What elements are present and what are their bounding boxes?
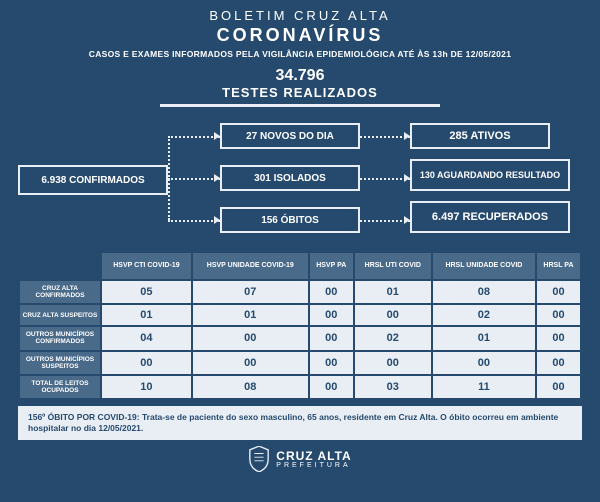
col-header: HRSL UTI COVID [355, 253, 431, 279]
tests-number: 34.796 [0, 67, 600, 85]
box-recuperados: 6.497 RECUPERADOS [410, 201, 570, 233]
bulletin-title: BOLETIM CRUZ ALTA [0, 8, 600, 23]
table-row: OUTROS MUNICÍPIOS CONFIRMADOS 04 00 00 0… [20, 327, 580, 349]
tests-box: 34.796 TESTES REALIZADOS [0, 67, 600, 107]
cell: 08 [193, 376, 308, 398]
arrow-icon [214, 174, 220, 182]
col-header: HRSL PA [537, 253, 580, 279]
cell: 01 [193, 305, 308, 325]
cell: 00 [310, 376, 353, 398]
cell: 00 [537, 305, 580, 325]
flow-diagram: 6.938 CONFIRMADOS 27 NOVOS DO DIA 301 IS… [0, 115, 600, 245]
connector [360, 220, 410, 222]
cell: 00 [310, 352, 353, 374]
table-row: CRUZ ALTA SUSPEITOS 01 01 00 00 02 00 [20, 305, 580, 325]
cell: 10 [102, 376, 191, 398]
col-header: HSVP UNIDADE COVID-19 [193, 253, 308, 279]
cell: 08 [433, 281, 535, 303]
cell: 02 [433, 305, 535, 325]
cell: 00 [537, 352, 580, 374]
cell: 01 [102, 305, 191, 325]
cell: 01 [433, 327, 535, 349]
cell: 03 [355, 376, 431, 398]
table-row: CRUZ ALTA CONFIRMADOS 05 07 00 01 08 00 [20, 281, 580, 303]
cell: 00 [310, 281, 353, 303]
cell: 00 [193, 352, 308, 374]
box-confirmados: 6.938 CONFIRMADOS [18, 165, 168, 195]
cell: 00 [355, 305, 431, 325]
box-novos: 27 NOVOS DO DIA [220, 123, 360, 149]
arrow-icon [214, 132, 220, 140]
table-header-row: HSVP CTI COVID-19 HSVP UNIDADE COVID-19 … [20, 253, 580, 279]
cell: 00 [310, 305, 353, 325]
divider [160, 104, 440, 107]
cell: 00 [537, 281, 580, 303]
box-isolados: 301 ISOLADOS [220, 165, 360, 191]
coronavirus-title: CORONAVÍRUS [0, 25, 600, 46]
cell: 00 [310, 327, 353, 349]
tests-label: TESTES REALIZADOS [0, 85, 600, 100]
footer-prefecture: PREFEITURA [276, 462, 351, 469]
box-aguardando: 130 AGUARDANDO RESULTADO [410, 159, 570, 191]
connector [168, 178, 220, 180]
cell: 11 [433, 376, 535, 398]
connector [168, 136, 220, 138]
cell: 00 [102, 352, 191, 374]
table-row: OUTROS MUNICÍPIOS SUSPEITOS 00 00 00 00 … [20, 352, 580, 374]
cell: 00 [537, 327, 580, 349]
row-header: OUTROS MUNICÍPIOS CONFIRMADOS [20, 327, 100, 349]
footer-city: CRUZ ALTA [276, 450, 351, 462]
cell: 00 [537, 376, 580, 398]
arrow-icon [404, 174, 410, 182]
cell: 05 [102, 281, 191, 303]
cell: 00 [355, 352, 431, 374]
connector [360, 136, 410, 138]
shield-icon [248, 446, 270, 472]
box-ativos: 285 ATIVOS [410, 123, 550, 149]
arrow-icon [404, 216, 410, 224]
footer-text: CRUZ ALTA PREFEITURA [276, 450, 351, 469]
footer-logo: CRUZ ALTA PREFEITURA [0, 446, 600, 472]
subtitle-date: CASOS E EXAMES INFORMADOS PELA VIGILÂNCI… [0, 49, 600, 59]
arrow-icon [404, 132, 410, 140]
row-header: TOTAL DE LEITOS OCUPADOS [20, 376, 100, 398]
connector [168, 220, 220, 222]
cell: 07 [193, 281, 308, 303]
cell: 01 [355, 281, 431, 303]
connector [360, 178, 410, 180]
arrow-icon [214, 216, 220, 224]
row-header: CRUZ ALTA SUSPEITOS [20, 305, 100, 325]
col-header: HRSL UNIDADE COVID [433, 253, 535, 279]
cell: 02 [355, 327, 431, 349]
cell: 04 [102, 327, 191, 349]
table-row: TOTAL DE LEITOS OCUPADOS 10 08 00 03 11 … [20, 376, 580, 398]
empty-corner [20, 253, 100, 279]
col-header: HSVP CTI COVID-19 [102, 253, 191, 279]
death-footnote: 156º ÓBITO POR COVID-19: Trata-se de pac… [18, 406, 582, 440]
header-section: BOLETIM CRUZ ALTA CORONAVÍRUS CASOS E EX… [0, 0, 600, 61]
hospital-table: HSVP CTI COVID-19 HSVP UNIDADE COVID-19 … [18, 251, 582, 400]
row-header: CRUZ ALTA CONFIRMADOS [20, 281, 100, 303]
cell: 00 [193, 327, 308, 349]
row-header: OUTROS MUNICÍPIOS SUSPEITOS [20, 352, 100, 374]
cell: 00 [433, 352, 535, 374]
box-obitos: 156 ÓBITOS [220, 207, 360, 233]
col-header: HSVP PA [310, 253, 353, 279]
